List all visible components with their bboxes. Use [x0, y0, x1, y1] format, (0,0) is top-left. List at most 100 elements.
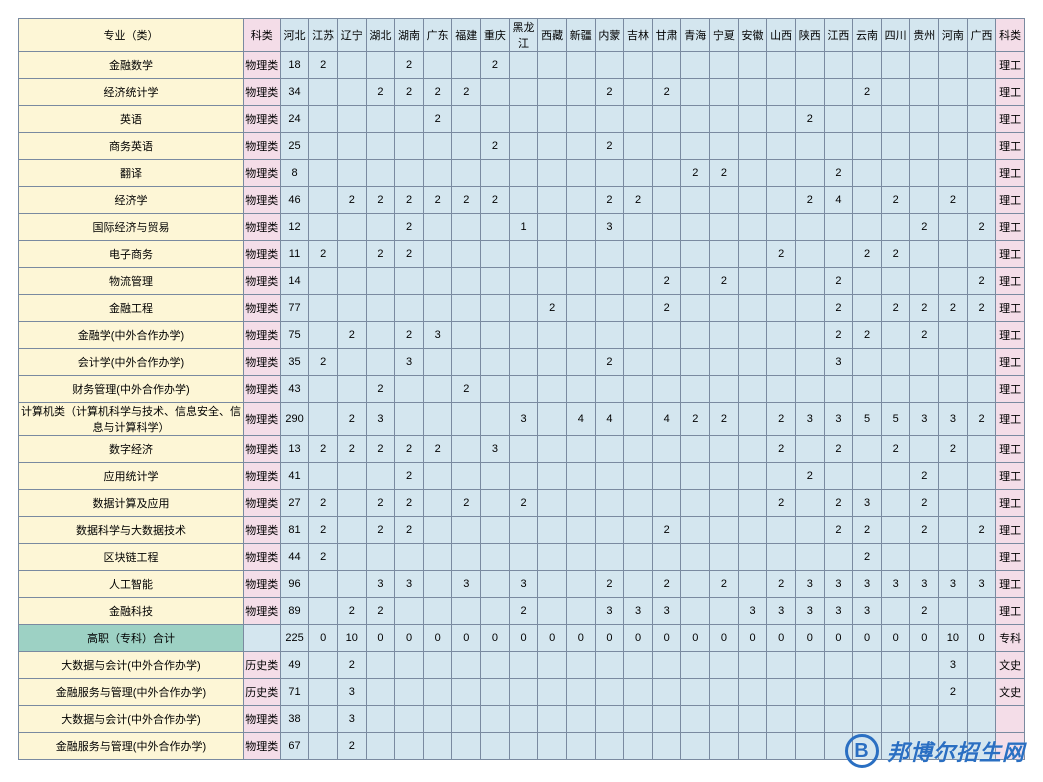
- cell-value: [566, 160, 595, 187]
- cell-value: 2: [366, 436, 395, 463]
- cell-value: [767, 133, 796, 160]
- cell-major: 电子商务: [19, 241, 244, 268]
- cell-value: [967, 241, 996, 268]
- table-row: 金融服务与管理(中外合作办学)物理类672: [19, 733, 1025, 760]
- cell-value: [652, 544, 681, 571]
- cell-ke1: 物理类: [243, 517, 280, 544]
- cell-value: 2: [309, 241, 338, 268]
- cell-value: 5: [853, 403, 882, 436]
- cell-major: 翻译: [19, 160, 244, 187]
- cell-value: 2: [395, 322, 424, 349]
- cell-value: [481, 517, 510, 544]
- cell-value: [337, 52, 366, 79]
- cell-ke2: 文史: [996, 652, 1025, 679]
- cell-value: [939, 376, 968, 403]
- cell-value: [767, 322, 796, 349]
- cell-value: [624, 490, 653, 517]
- cell-value: 44: [280, 544, 309, 571]
- cell-value: [538, 652, 567, 679]
- table-row: 商务英语物理类2522理工: [19, 133, 1025, 160]
- cell-value: 2: [681, 403, 710, 436]
- cell-value: [423, 133, 452, 160]
- cell-value: 0: [509, 625, 538, 652]
- cell-value: [767, 544, 796, 571]
- cell-value: [566, 349, 595, 376]
- cell-value: 2: [967, 268, 996, 295]
- cell-value: [824, 652, 853, 679]
- cell-value: [566, 436, 595, 463]
- cell-value: [824, 79, 853, 106]
- cell-value: [910, 733, 939, 760]
- cell-value: 2: [595, 187, 624, 214]
- cell-value: [624, 706, 653, 733]
- cell-value: [939, 490, 968, 517]
- cell-value: [710, 133, 739, 160]
- table-row: 物流管理物理类142222理工: [19, 268, 1025, 295]
- cell-value: [738, 268, 767, 295]
- cell-value: 2: [795, 187, 824, 214]
- enrollment-plan-table: 专业（类） 科类 河北江苏辽宁湖北湖南广东福建重庆黑龙江西藏新疆内蒙吉林甘肃青海…: [18, 18, 1025, 760]
- cell-value: [566, 652, 595, 679]
- cell-value: 2: [767, 241, 796, 268]
- cell-value: 35: [280, 349, 309, 376]
- cell-value: [309, 463, 338, 490]
- cell-value: [652, 463, 681, 490]
- cell-value: [395, 652, 424, 679]
- cell-value: 2: [824, 436, 853, 463]
- cell-value: 2: [423, 79, 452, 106]
- cell-value: [824, 376, 853, 403]
- cell-value: [595, 463, 624, 490]
- head-province: 河南: [939, 19, 968, 52]
- head-province: 内蒙: [595, 19, 624, 52]
- cell-value: [967, 322, 996, 349]
- cell-value: 0: [652, 625, 681, 652]
- cell-ke1: 物理类: [243, 403, 280, 436]
- cell-value: 3: [824, 403, 853, 436]
- cell-value: [967, 679, 996, 706]
- cell-value: [337, 214, 366, 241]
- cell-ke2: 理工: [996, 376, 1025, 403]
- table-row: 金融数学物理类18222理工: [19, 52, 1025, 79]
- cell-value: 2: [337, 598, 366, 625]
- cell-value: [481, 295, 510, 322]
- cell-value: [681, 490, 710, 517]
- cell-value: [566, 52, 595, 79]
- cell-value: [853, 349, 882, 376]
- cell-value: [481, 598, 510, 625]
- cell-value: [824, 214, 853, 241]
- cell-value: [853, 214, 882, 241]
- cell-value: [423, 160, 452, 187]
- cell-value: 67: [280, 733, 309, 760]
- cell-value: 3: [910, 571, 939, 598]
- cell-value: [681, 544, 710, 571]
- cell-value: [710, 376, 739, 403]
- cell-value: [509, 679, 538, 706]
- cell-value: [337, 517, 366, 544]
- cell-major: 人工智能: [19, 571, 244, 598]
- cell-value: [366, 733, 395, 760]
- cell-value: 38: [280, 706, 309, 733]
- cell-value: 2: [337, 187, 366, 214]
- cell-value: 3: [738, 598, 767, 625]
- cell-value: [538, 679, 567, 706]
- cell-value: [710, 598, 739, 625]
- cell-value: 2: [452, 376, 481, 403]
- cell-value: [509, 52, 538, 79]
- cell-major: 数据科学与大数据技术: [19, 517, 244, 544]
- cell-value: [538, 106, 567, 133]
- cell-value: 81: [280, 517, 309, 544]
- cell-value: [710, 436, 739, 463]
- cell-value: [481, 490, 510, 517]
- cell-value: [624, 322, 653, 349]
- cell-value: [395, 733, 424, 760]
- table-row: 财务管理(中外合作办学)物理类4322理工: [19, 376, 1025, 403]
- cell-value: [452, 133, 481, 160]
- head-province: 贵州: [910, 19, 939, 52]
- cell-value: [481, 652, 510, 679]
- cell-value: [566, 517, 595, 544]
- cell-value: [967, 490, 996, 517]
- cell-value: [566, 544, 595, 571]
- cell-value: [910, 652, 939, 679]
- cell-value: [481, 733, 510, 760]
- cell-value: [309, 652, 338, 679]
